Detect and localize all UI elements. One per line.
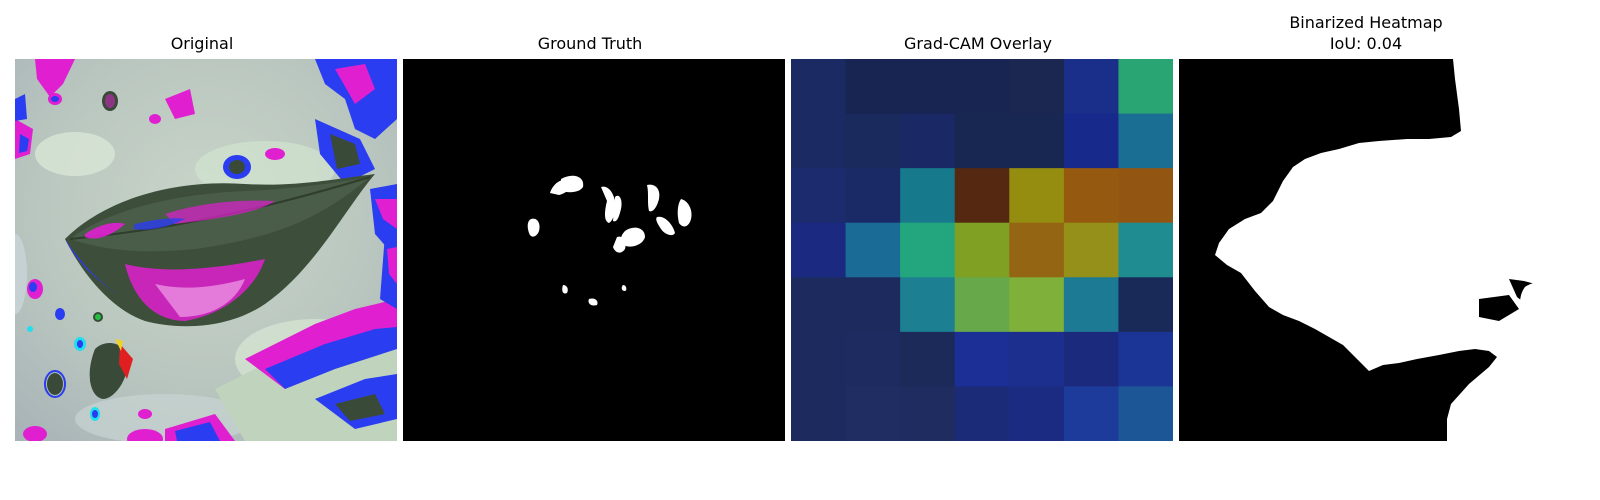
original-leaf-picture [15, 59, 397, 441]
gradcam-cell [900, 277, 956, 333]
gradcam-cell [954, 277, 1010, 333]
panel-title-gradcam: Grad-CAM Overlay [904, 34, 1052, 53]
gradcam-cell [791, 168, 847, 224]
gradcam-cell [791, 59, 847, 115]
gradcam-cell [1063, 386, 1120, 441]
panel-title-ground-truth: Ground Truth [537, 34, 643, 53]
gradcam-cell [1009, 331, 1065, 388]
gradcam-cell [1063, 59, 1120, 115]
gradcam-cell [1063, 168, 1120, 224]
gradcam-cell [791, 222, 847, 278]
gradcam-cell [1009, 277, 1065, 333]
gradcam-cell [900, 331, 956, 388]
gradcam-cell [1118, 113, 1173, 169]
gradcam-cell [900, 59, 956, 115]
gradcam-cell [1118, 168, 1173, 224]
gradcam-cell [954, 386, 1010, 441]
gradcam-overlay [791, 59, 1173, 441]
gradcam-heatmap-grid [791, 59, 1173, 441]
gradcam-cell [845, 113, 901, 169]
gradcam-cell [791, 386, 847, 441]
gradcam-cell [1118, 331, 1173, 388]
gradcam-cell [1063, 113, 1120, 169]
gradcam-cell [954, 331, 1010, 388]
gradcam-cell [845, 222, 901, 278]
ground-truth-mask [403, 59, 785, 441]
gradcam-cell [1009, 113, 1065, 169]
gradcam-cell [791, 331, 847, 388]
gradcam-cell [845, 59, 901, 115]
panel-title-binarized: Binarized Heatmap [1289, 13, 1443, 32]
ground-truth-blobs [403, 59, 785, 441]
gradcam-cell [1009, 386, 1065, 441]
gradcam-cell [845, 386, 901, 441]
gradcam-cell [1118, 222, 1173, 278]
gradcam-cell [954, 222, 1010, 278]
panel-subtitle-iou: IoU: 0.04 [1329, 34, 1403, 53]
gradcam-cell [1063, 222, 1120, 278]
original-image [15, 59, 397, 441]
gradcam-cell [900, 168, 956, 224]
gradcam-cell [845, 277, 901, 333]
gradcam-cell [1118, 386, 1173, 441]
gradcam-cell [791, 277, 847, 333]
binarized-heatmap-shape [1179, 59, 1561, 441]
gradcam-cell [1118, 277, 1173, 333]
gradcam-cell [954, 168, 1010, 224]
gradcam-cell [900, 222, 956, 278]
gradcam-cell [1009, 59, 1065, 115]
gradcam-cell [954, 113, 1010, 169]
gradcam-cell [1009, 168, 1065, 224]
gradcam-cell [1063, 277, 1120, 333]
gradcam-cell [900, 113, 956, 169]
gradcam-cell [1118, 59, 1173, 115]
gradcam-cell [845, 331, 901, 388]
gradcam-cell [1009, 222, 1065, 278]
gradcam-cell [900, 386, 956, 441]
gradcam-cell [1063, 331, 1120, 388]
binarized-heatmap [1179, 59, 1561, 441]
gradcam-cell [791, 113, 847, 169]
gradcam-cell [954, 59, 1010, 115]
panel-title-original: Original [170, 34, 234, 53]
gradcam-cell [845, 168, 901, 224]
